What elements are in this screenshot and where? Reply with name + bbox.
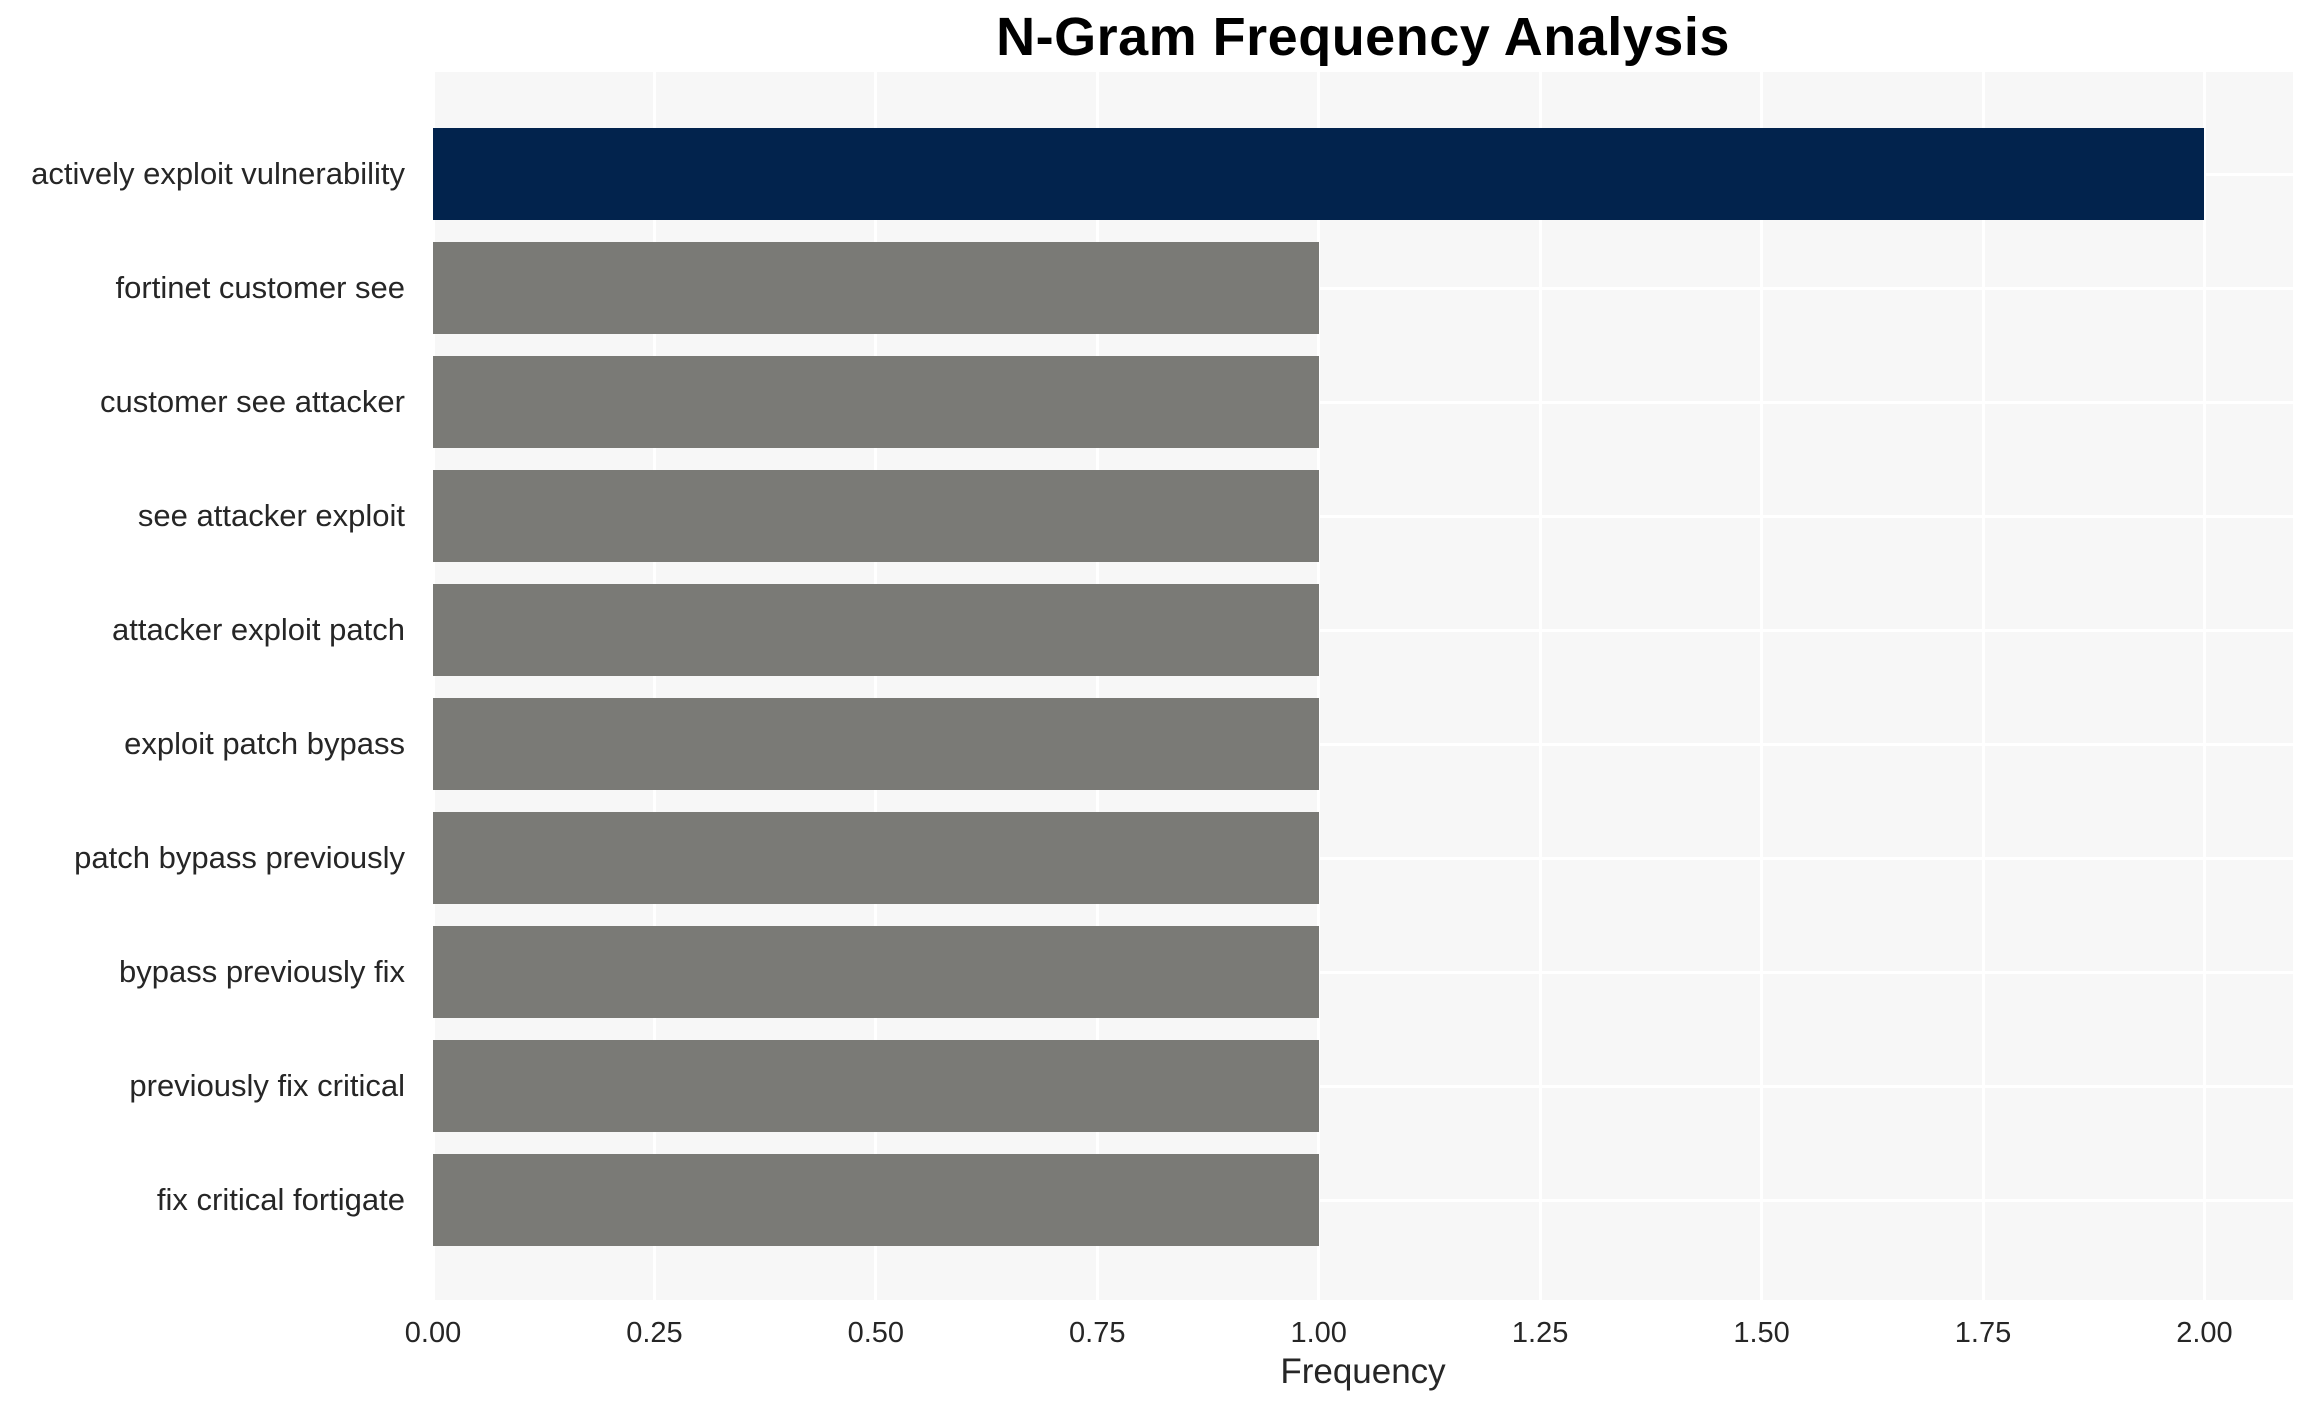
chart-title: N-Gram Frequency Analysis [996,7,1730,67]
y-tick-label: fix critical fortigate [156,1182,405,1217]
x-axis-tick-labels: 0.00 0.25 0.50 0.75 1.00 1.25 1.50 1.75 2.00 [0,1312,2312,1354]
y-tick-label: actively exploit vulnerability [31,156,405,191]
bar [433,926,1319,1018]
bar [433,470,1319,562]
x-gridline [1981,72,1985,1300]
x-gridline [652,72,656,1300]
x-tick-label: 1.75 [1954,1317,2012,1349]
x-tick-label: 0.25 [626,1317,683,1349]
x-gridline [1538,72,1542,1300]
bar [433,698,1319,790]
y-axis-category-labels: actively exploit vulnerability fortinet c… [0,72,419,1300]
x-axis-title: Frequency [1280,1352,1446,1391]
x-gridline [1095,72,1099,1300]
y-gridline [433,400,2293,404]
y-tick-label: attacker exploit patch [112,612,405,647]
y-tick-label: customer see attacker [100,384,405,419]
y-gridline [433,286,2293,290]
bar [433,812,1319,904]
x-gridline [2202,72,2206,1300]
y-gridline [433,1198,2293,1202]
y-tick-label: bypass previously fix [118,954,405,989]
bar [433,1040,1319,1132]
bar [433,356,1319,448]
x-tick-label: 0.75 [1069,1317,1126,1349]
bar [433,242,1319,334]
y-tick-label: fortinet customer see [115,270,405,305]
bar [433,1154,1319,1246]
x-tick-label: 0.50 [847,1317,905,1349]
bar [433,584,1319,676]
y-tick-label: see attacker exploit [137,498,405,533]
y-gridline [433,1084,2293,1088]
y-tick-label: patch bypass previously [74,840,405,875]
x-gridline [874,72,878,1300]
x-gridline [431,72,435,1300]
y-tick-label: previously fix critical [129,1068,405,1103]
x-tick-label: 2.00 [2176,1317,2233,1349]
x-tick-label: 0.00 [404,1317,462,1349]
x-tick-label: 1.25 [1511,1317,1569,1349]
y-gridline [433,628,2293,632]
x-gridline [1760,72,1764,1300]
y-gridline [433,856,2293,860]
plot-area [431,72,2293,1300]
x-tick-label: 1.50 [1733,1317,1790,1349]
x-gridline [1317,72,1321,1300]
bar [433,128,2205,220]
y-gridline [433,742,2293,746]
y-gridline [433,514,2293,518]
y-tick-label: exploit patch bypass [124,726,405,761]
x-tick-label: 1.00 [1290,1317,1347,1349]
y-gridline [433,970,2293,974]
